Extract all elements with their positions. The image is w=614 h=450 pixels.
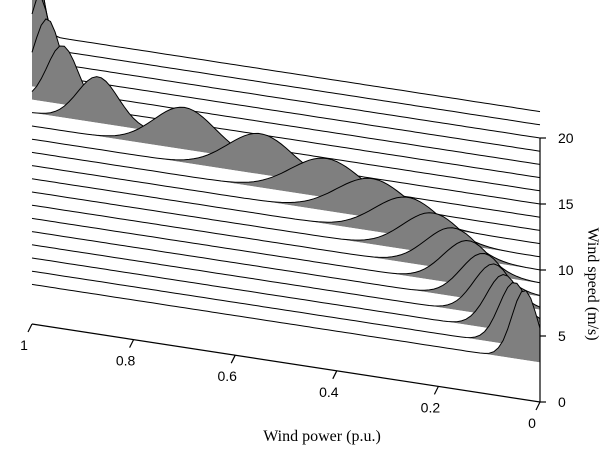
- ridge-fill: [32, 107, 540, 204]
- ridge-line: [31, 204, 541, 284]
- ridge-slice: [31, 204, 541, 295]
- ridge-floor: [32, 33, 540, 123]
- x-tick-mark: [332, 370, 338, 380]
- x-axis-title: Wind power (p.u.): [263, 428, 381, 445]
- ridge-slice: [32, 0, 541, 123]
- x-tick-mark: [230, 354, 236, 364]
- x-tick-label: 0.8: [116, 353, 136, 369]
- ridge-line: [43, 0, 541, 126]
- ridge-line: [31, 231, 541, 308]
- ridge-line: [31, 257, 541, 329]
- x-tick-label: 0: [528, 415, 536, 431]
- ridge-slice: [31, 270, 541, 361]
- ridge-slice: [31, 217, 541, 308]
- ridge-floor: [32, 284, 540, 374]
- y-tick-label: 20: [558, 130, 574, 146]
- ridge-series: [31, 0, 541, 374]
- ridge-floor: [32, 258, 540, 348]
- ridge-line: [31, 283, 541, 354]
- x-tick-label: 1: [20, 337, 28, 353]
- x-axis-line: [31, 323, 541, 403]
- ridge-slice: [31, 0, 541, 163]
- ridge-floor: [32, 46, 540, 137]
- y-tick-label: 0: [558, 394, 566, 410]
- y-tick-label: 15: [558, 196, 574, 212]
- ridge-line: [43, 0, 541, 113]
- y-tick-label: 10: [558, 262, 574, 278]
- x-tick-mark: [535, 401, 541, 411]
- ridge-floor: [32, 60, 540, 150]
- y-tick-label: 5: [558, 328, 566, 344]
- x-tick-mark: [27, 323, 33, 333]
- ridge-line: [31, 270, 541, 339]
- ridge-floor: [32, 231, 540, 321]
- ridge-line: [43, 0, 541, 139]
- ridge-slice: [31, 231, 541, 321]
- ridge-line: [31, 0, 541, 152]
- x-tick-label: 0.6: [217, 368, 237, 384]
- ridge-line: [31, 132, 541, 218]
- ridge-line: [31, 151, 541, 231]
- ridge-slice: [31, 257, 541, 348]
- y-ticks: 0 5 10 15 20: [540, 130, 574, 410]
- ridge-slice: [31, 244, 541, 335]
- ridge-floor: [32, 271, 540, 361]
- ridge-line: [31, 217, 541, 296]
- ridge-floor: [32, 73, 540, 163]
- ridge-slice: [31, 283, 541, 374]
- y-axis-title: Wind speed (m/s): [584, 227, 601, 340]
- ridge-floor: [32, 244, 540, 335]
- ridge-line: [31, 244, 541, 320]
- x-tick-mark: [129, 339, 135, 348]
- ridge-floor: [32, 205, 540, 295]
- x-ticks: 1 0.8 0.6 0.4 0.2 0: [20, 323, 541, 431]
- ridge-floor: [32, 86, 540, 176]
- ridge-floor: [32, 218, 540, 308]
- x-tick-label: 0.4: [319, 384, 339, 400]
- ridge-slice: [32, 0, 541, 137]
- ridge-slice: [32, 0, 541, 150]
- ridge-line: [31, 191, 541, 271]
- x-tick-mark: [433, 386, 439, 395]
- ridge-fill: [32, 76, 540, 191]
- x-tick-label: 0.2: [421, 399, 441, 415]
